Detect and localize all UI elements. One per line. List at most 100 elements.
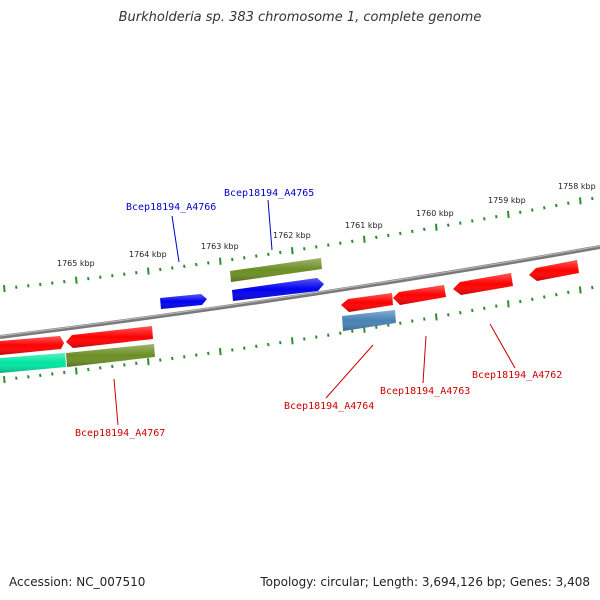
inner-track-tick	[495, 304, 498, 308]
outer-track-tick	[591, 196, 594, 201]
outer-track-tick	[291, 247, 294, 255]
inner-track-tick	[231, 348, 234, 352]
inner-track-tick	[471, 308, 474, 313]
outer-track-tick	[435, 223, 438, 231]
gene-label-A4767: Bcep18194_A4767	[75, 428, 165, 439]
gene-label-A4765: Bcep18194_A4765	[224, 188, 314, 199]
leader-line-A4763	[422, 335, 427, 384]
inner-track-tick	[423, 317, 426, 321]
inner-track-tick	[279, 340, 282, 345]
inner-track-tick	[255, 344, 258, 349]
outer-track-tick	[123, 272, 126, 276]
outer-track-tick	[87, 277, 90, 281]
outer-track-tick	[111, 274, 114, 278]
gene-red-right[interactable]	[529, 260, 579, 281]
outer-track-tick	[375, 235, 378, 240]
kbp-label-1765: 1765 kbp	[57, 259, 95, 268]
outer-track-tick	[231, 257, 234, 262]
gene-A4762-red[interactable]	[453, 273, 513, 295]
leader-line-A4762	[489, 323, 516, 369]
outer-track-tick	[555, 203, 558, 208]
inner-track-tick	[183, 355, 186, 359]
gene-A4766-forward[interactable]	[160, 294, 207, 309]
outer-track-tick	[243, 256, 246, 260]
gene-teal-left-edge[interactable]	[0, 353, 66, 373]
outer-track-tick	[303, 247, 306, 251]
kbp-label-1764: 1764 kbp	[129, 250, 167, 259]
gene-olive-forward[interactable]	[230, 258, 322, 282]
outer-track-tick	[15, 285, 18, 289]
outer-track-tick	[147, 267, 150, 275]
inner-track-tick	[531, 297, 534, 301]
gene-label-A4764: Bcep18194_A4764	[284, 401, 374, 412]
inner-track-tick	[111, 364, 114, 369]
outer-track-tick	[579, 197, 582, 205]
inner-track-tick	[567, 290, 570, 295]
inner-track-tick	[327, 333, 330, 337]
inner-track-tick	[387, 323, 390, 327]
inner-track-tick	[3, 375, 6, 384]
gene-A4767-olive[interactable]	[66, 344, 155, 367]
outer-track-tick	[423, 227, 426, 232]
inner-tick-track	[3, 285, 594, 384]
leader-line-A4767	[113, 378, 119, 426]
topology-text: Topology: circular; Length: 3,694,126 bp…	[260, 575, 590, 589]
inner-track-tick	[315, 335, 318, 339]
inner-track-tick	[99, 366, 102, 370]
inner-track-tick	[123, 363, 126, 367]
gene-red-reverse[interactable]	[66, 326, 153, 348]
gene-A4765-forward[interactable]	[232, 278, 324, 301]
outer-track-tick	[447, 223, 450, 227]
outer-track-tick	[387, 233, 390, 238]
inner-track-tick	[195, 353, 198, 357]
outer-track-tick	[99, 275, 102, 279]
gene-A4763-red[interactable]	[393, 285, 446, 305]
outer-track-tick	[411, 229, 414, 234]
inner-track-tick	[339, 331, 342, 335]
inner-track-tick	[147, 358, 150, 366]
inner-track-tick	[483, 306, 486, 310]
kbp-label-1760: 1760 kbp	[416, 209, 454, 218]
gene-red-A4764-adjacent[interactable]	[341, 293, 393, 312]
inner-track-tick	[51, 372, 54, 376]
inner-track-tick	[543, 295, 546, 299]
inner-track-tick	[375, 325, 378, 329]
gene-label-A4766: Bcep18194_A4766	[126, 202, 216, 213]
outer-track-tick	[39, 282, 42, 287]
outer-track-tick	[63, 279, 66, 284]
kbp-label-1758: 1758 kbp	[558, 182, 596, 191]
outer-track-tick	[483, 217, 486, 221]
inner-track-tick	[447, 313, 450, 317]
inner-track-tick	[555, 292, 558, 297]
inner-track-tick	[435, 313, 438, 321]
outer-tick-track	[3, 196, 594, 293]
outer-track-tick	[327, 243, 330, 247]
map-title: Burkholderia sp. 383 chromosome 1, compl…	[118, 10, 482, 25]
leader-line-A4764	[325, 344, 374, 399]
outer-track-tick	[267, 252, 270, 256]
gene-A4764-steel[interactable]	[342, 310, 396, 331]
inner-track-tick	[27, 375, 30, 379]
outer-track-tick	[207, 261, 210, 265]
outer-track-tick	[339, 241, 342, 245]
inner-track-tick	[459, 310, 462, 315]
kbp-label-1761: 1761 kbp	[345, 221, 383, 230]
gene-label-A4762: Bcep18194_A4762	[472, 370, 562, 381]
inner-track-tick	[87, 367, 90, 372]
inner-track-tick	[303, 337, 306, 341]
gene-red-left-edge[interactable]	[0, 336, 64, 355]
inner-track-tick	[39, 373, 42, 378]
genome-backbone	[0, 245, 600, 339]
outer-track-tick	[51, 281, 54, 285]
outer-track-tick	[195, 262, 198, 267]
outer-track-tick	[219, 257, 222, 265]
inner-track-tick	[135, 361, 138, 366]
inner-track-tick	[207, 351, 210, 356]
genome-backbone-highlight	[0, 245, 600, 337]
outer-track-tick	[279, 250, 282, 255]
outer-track-tick	[507, 210, 510, 219]
leader-line-A4766	[171, 215, 180, 263]
inner-track-tick	[243, 346, 246, 350]
outer-track-tick	[135, 270, 138, 275]
outer-track-tick	[351, 239, 354, 243]
